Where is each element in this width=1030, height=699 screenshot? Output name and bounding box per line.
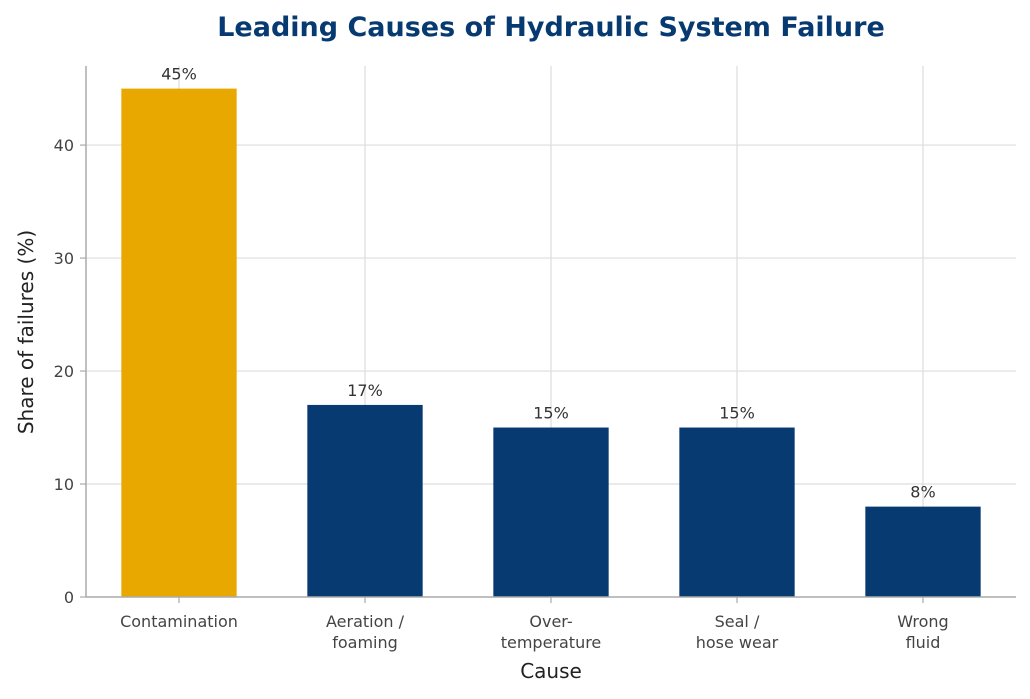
chart-title: Leading Causes of Hydraulic System Failu… (217, 12, 885, 43)
x-axis-label: Cause (520, 659, 582, 683)
bar (679, 427, 795, 597)
bar-data-label: 15% (533, 404, 569, 423)
y-tick-label: 20 (54, 362, 74, 381)
bar-data-label: 8% (910, 483, 935, 502)
bars (121, 88, 981, 598)
y-tick-label: 0 (64, 588, 74, 607)
bar-data-label: 45% (161, 65, 197, 84)
bar (307, 404, 423, 597)
y-axis-label: Share of failures (%) (14, 230, 38, 434)
x-tick-label: Wrong fluid (897, 612, 948, 652)
x-tick-label: Aeration / foaming (326, 612, 405, 652)
labels: 0 10 20 30 40 45% Contamination 17% Aeration / fo… (54, 65, 949, 652)
y-tick-label: 40 (54, 136, 74, 155)
x-tick-label: Seal / hose wear (696, 612, 779, 652)
x-tick-label: Over-temperature (501, 612, 602, 652)
bar-data-label: 17% (347, 381, 383, 400)
bar (121, 88, 237, 598)
bar-data-label: 15% (719, 404, 755, 423)
y-tick-label: 10 (54, 475, 74, 494)
bar (865, 506, 981, 597)
x-tick-label: Contamination (120, 612, 238, 631)
bar (493, 427, 609, 597)
axes (80, 66, 1016, 603)
y-tick-label: 30 (54, 249, 74, 268)
